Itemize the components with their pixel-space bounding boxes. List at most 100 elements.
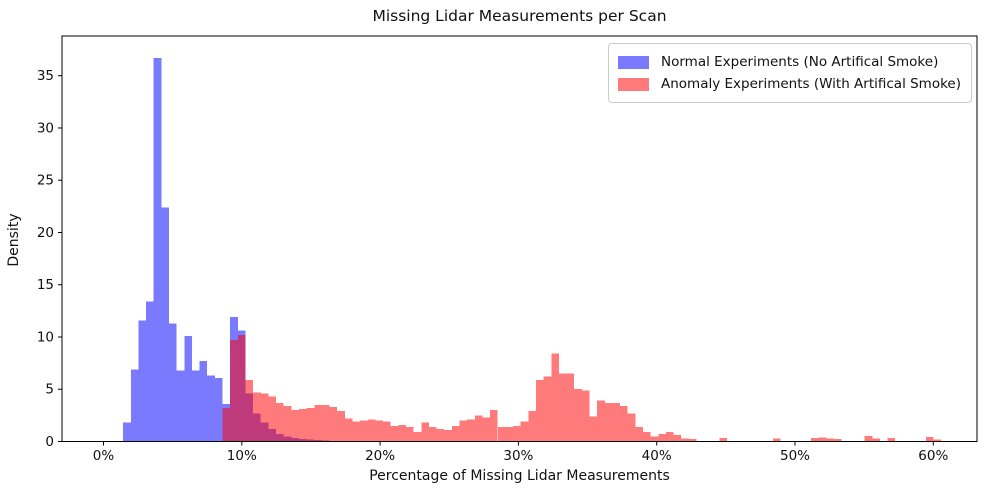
histogram-bar-anomaly [352, 421, 361, 442]
histogram-bar-anomaly [383, 421, 391, 442]
histogram-bar-anomaly [604, 402, 613, 442]
y-tick-label: 25 [37, 173, 54, 189]
histogram-bar-anomaly [321, 404, 330, 442]
histogram-bar-anomaly [390, 425, 399, 442]
histogram-bar-anomaly [299, 409, 307, 442]
histogram-bar-anomaly [872, 438, 880, 442]
y-tick-label: 30 [37, 120, 54, 136]
x-tick-label: 0% [93, 448, 115, 464]
histogram-bar-anomaly [474, 415, 483, 442]
x-axis-label: Percentage of Missing Lidar Measurements [369, 468, 670, 484]
x-tick-label: 30% [503, 448, 533, 464]
legend: Normal Experiments (No Artifical Smoke) … [608, 43, 972, 103]
histogram-bar-anomaly [490, 410, 498, 442]
histogram-bar-anomaly [551, 353, 559, 442]
histogram-bar-anomaly [467, 419, 475, 442]
histogram-bar-anomaly [650, 436, 659, 442]
histogram-bar-anomaly [260, 393, 269, 442]
y-tick-label: 15 [37, 277, 54, 293]
histogram-bar-anomaly [413, 432, 422, 442]
histogram-bar-anomaly [306, 408, 315, 442]
x-tick-label: 50% [780, 448, 810, 464]
histogram-bar-anomaly [681, 438, 689, 442]
histogram-bar-anomaly [528, 411, 536, 442]
chart-title: Missing Lidar Measurements per Scan [372, 7, 667, 25]
histogram-bar-normal [199, 361, 208, 442]
histogram-bar-anomaly [406, 426, 414, 442]
histogram-bar-anomaly [581, 390, 590, 442]
histogram-bar-anomaly [513, 425, 521, 442]
legend-item-anomaly: Anomaly Experiments (With Artifical Smok… [618, 73, 961, 95]
axes-frame [61, 35, 978, 442]
histogram-bar-anomaly [612, 402, 621, 442]
histogram-bar-normal [191, 370, 200, 442]
histogram-bar-anomaly [543, 376, 552, 442]
histogram-bar-anomaly [520, 421, 529, 442]
histogram-bar-anomaly [925, 436, 934, 442]
histogram-bar-normal [130, 369, 139, 442]
histogram-bar-anomaly [268, 396, 277, 442]
histogram-bar-anomaly [283, 405, 292, 442]
histogram-bar-anomaly [688, 438, 697, 442]
y-tick-label: 35 [37, 68, 54, 84]
histogram-bar-normal [138, 320, 147, 442]
histogram-bar-anomaly [535, 379, 544, 442]
histogram-bar-anomaly [589, 416, 598, 442]
histogram-bar-anomaly [375, 420, 384, 442]
histogram-bar-anomaly [276, 402, 284, 442]
histogram-bar-normal [176, 370, 185, 442]
histogram-bar-anomaly [627, 413, 636, 442]
x-tick-label: 60% [918, 448, 948, 464]
y-tick-label: 20 [37, 225, 54, 241]
histogram-bar-normal [168, 323, 177, 442]
legend-label-anomaly: Anomaly Experiments (With Artifical Smok… [661, 76, 961, 92]
histogram-bar-anomaly [222, 408, 231, 442]
histogram-bar-anomaly [719, 437, 728, 442]
histogram-bar-anomaly [597, 400, 605, 442]
histogram-bar-anomaly [245, 379, 254, 442]
histogram-bar-anomaly [344, 418, 353, 442]
histogram-bar-anomaly [237, 334, 246, 442]
histogram-bar-anomaly [665, 432, 674, 442]
legend-label-normal: Normal Experiments (No Artifical Smoke) [661, 54, 939, 70]
histogram-bar-normal [123, 422, 131, 442]
legend-swatch-normal-icon [618, 55, 649, 69]
histogram-bar-anomaly [811, 437, 819, 442]
histogram-bar-anomaly [421, 422, 429, 442]
x-tick-label: 40% [642, 448, 672, 464]
histogram-bar-anomaly [367, 419, 376, 442]
histogram-bar-anomaly [459, 420, 468, 442]
histogram-bar-anomaly [291, 410, 299, 442]
histogram-bar-anomaly [566, 373, 575, 442]
histogram-bar-anomaly [482, 417, 491, 442]
histogram-bar-anomaly [864, 435, 873, 442]
histogram-bar-normal [184, 335, 192, 442]
histogram-bar-anomaly [834, 438, 842, 442]
histogram-bar-anomaly [620, 405, 628, 442]
histogram-bar-anomaly [314, 404, 322, 442]
legend-item-normal: Normal Experiments (No Artifical Smoke) [618, 51, 961, 73]
x-tick-label: 10% [227, 448, 257, 464]
histogram-bar-anomaly [933, 439, 942, 442]
histogram-bar-normal [146, 301, 154, 442]
histogram-bar-anomaly [497, 426, 506, 442]
histogram-bar-normal [214, 377, 223, 442]
histogram-bar-anomaly [558, 373, 567, 442]
histogram-bar-normal [153, 57, 162, 442]
histogram-bar-normal [207, 375, 215, 442]
histogram-bar-anomaly [230, 340, 238, 442]
histogram-bar-anomaly [642, 432, 651, 442]
y-tick-label: 10 [37, 329, 54, 345]
histogram-bar-anomaly [505, 426, 514, 442]
histogram-bar-anomaly [818, 437, 827, 442]
histogram-bar-anomaly [360, 420, 368, 442]
legend-swatch-anomaly-icon [618, 77, 649, 91]
histogram-bar-anomaly [635, 426, 643, 442]
y-tick-label: 0 [45, 434, 54, 450]
histogram-bar-anomaly [253, 392, 261, 442]
y-tick-label: 5 [45, 382, 54, 398]
histogram-bar-anomaly [826, 438, 835, 442]
histogram-bar-anomaly [451, 425, 460, 442]
